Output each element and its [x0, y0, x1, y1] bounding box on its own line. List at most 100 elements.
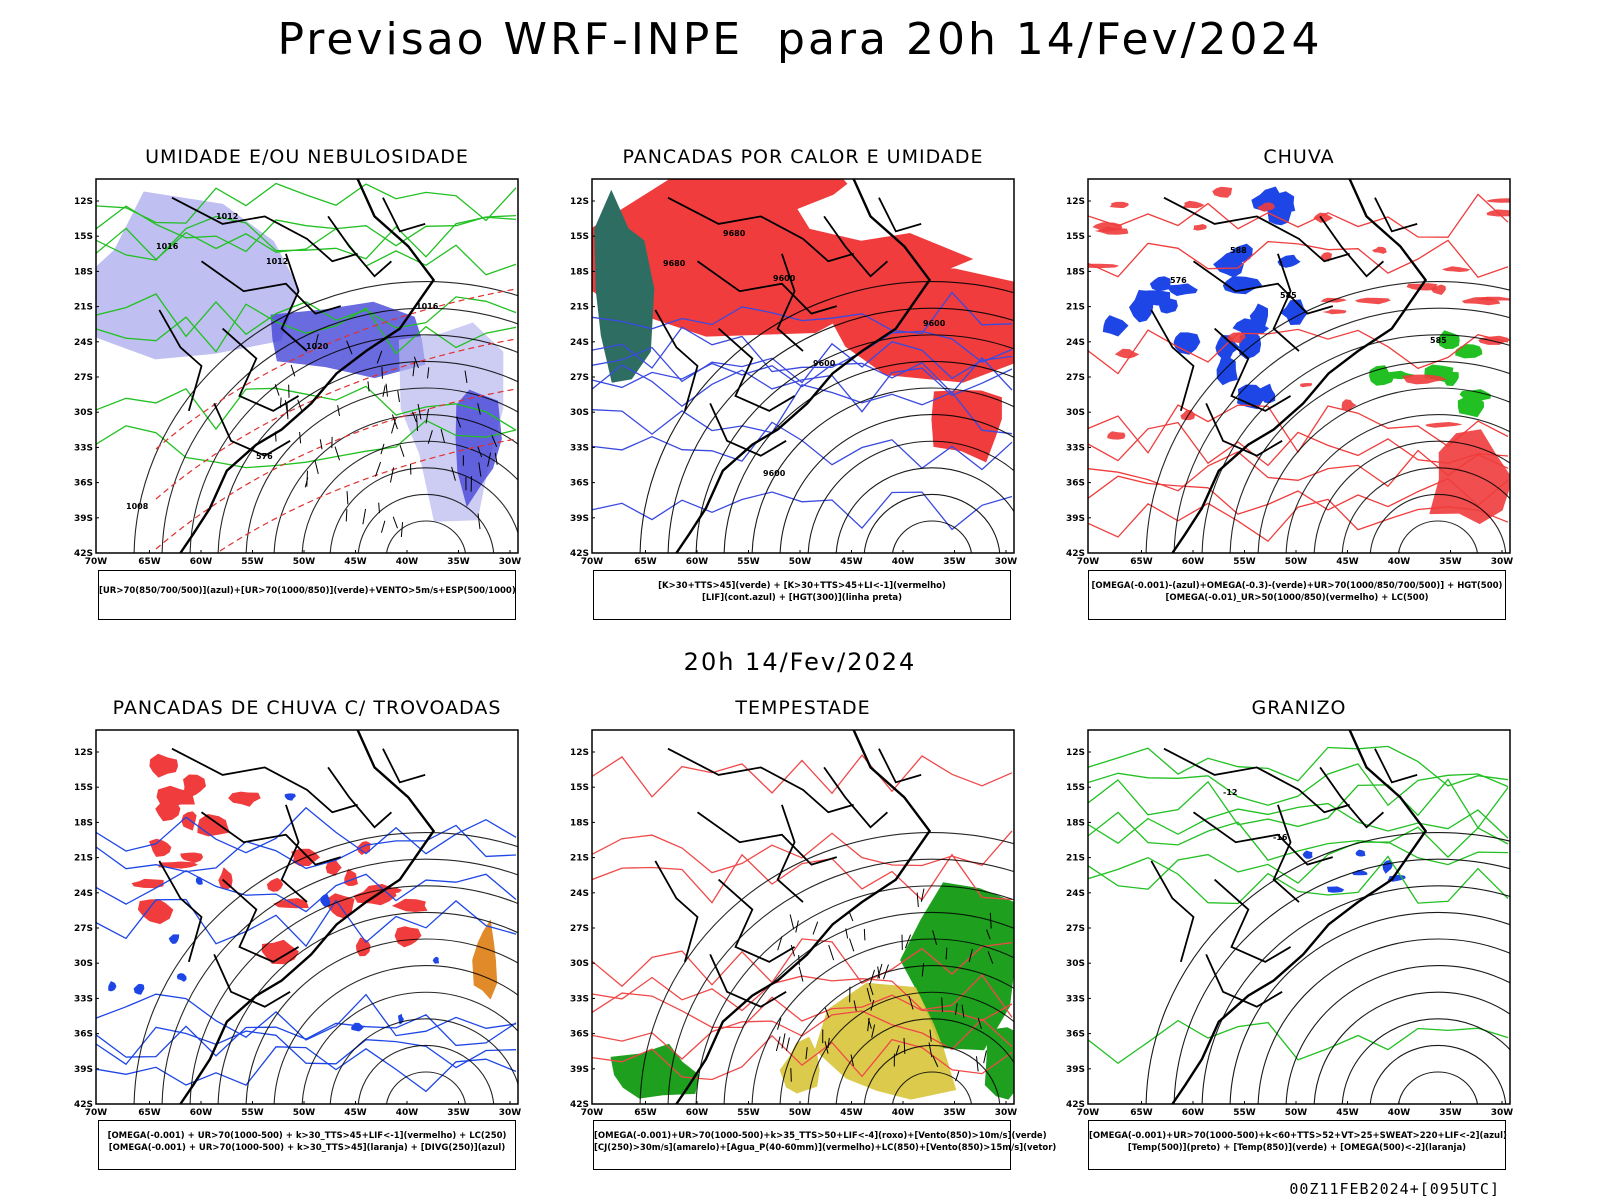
height-contour: [807, 991, 1014, 1104]
contour-line: [592, 754, 1013, 798]
y-axis-tick-label: 12S: [570, 748, 589, 758]
y-axis-tick-label: 24S: [1066, 338, 1085, 348]
height-contour: [161, 858, 518, 1104]
wind-vector: [427, 430, 433, 444]
wind-vector: [274, 384, 280, 396]
contour-line: [96, 824, 517, 873]
y-axis-tick-label: 12S: [570, 197, 589, 207]
legend-line: [OMEGA(-0.01)_UR>50(1000/850)(vermelho) …: [1165, 593, 1429, 603]
x-axis-tick-label: 50W: [1285, 1108, 1308, 1118]
height-contour: [301, 440, 518, 553]
wind-vector: [824, 1007, 830, 1018]
map-legend: [OMEGA(-0.001) + UR>70(1000-500) + k>30_…: [98, 1120, 516, 1170]
y-axis-tick-label: 18S: [570, 267, 589, 277]
y-axis-tick-label: 30S: [74, 408, 93, 418]
state-border: [879, 198, 921, 232]
height-contour: [751, 387, 1014, 553]
state-border: [282, 805, 307, 902]
rain-region: [1341, 399, 1357, 411]
x-axis-tick-label: 60W: [686, 557, 709, 567]
rain-region: [1277, 254, 1301, 268]
y-axis-tick-label: 30S: [1066, 408, 1085, 418]
wind-vector: [319, 439, 323, 450]
contour-label: 9600: [763, 469, 786, 478]
height-contour: [245, 387, 518, 553]
rain-region: [1478, 335, 1510, 345]
state-border: [719, 880, 795, 962]
state-border: [1215, 329, 1291, 411]
x-axis-tick-label: 70W: [85, 1108, 108, 1118]
forecast-map: 9680 9600 9680 9600 9600 9600 70W 65W 60W 55W 50W 4…: [570, 178, 1018, 567]
wind-vector: [346, 491, 349, 505]
legend-line: [OMEGA(-0.001) + UR>70(1000-500) + k>30_…: [107, 1131, 507, 1141]
height-contour: [1313, 991, 1510, 1104]
x-axis-tick-label: 55W: [241, 557, 264, 567]
wind-vector: [376, 350, 383, 364]
state-border: [824, 767, 887, 827]
thunderstorm-region: [155, 797, 181, 822]
x-axis-tick-label: 65W: [138, 1108, 161, 1118]
x-axis-tick-label: 45W: [840, 557, 863, 567]
contour-line: [1088, 802, 1509, 844]
hail-region: [1351, 869, 1368, 876]
wind-vector: [477, 513, 481, 530]
y-axis-tick-label: 21S: [1066, 854, 1085, 864]
contour-label: -12: [1223, 788, 1237, 797]
wind-vector: [413, 356, 419, 369]
wind-vector: [795, 920, 799, 933]
wind-vector: [920, 888, 925, 903]
contour-line: [96, 303, 517, 355]
wind-vector: [882, 964, 889, 980]
height-contour: [357, 1044, 495, 1104]
height-contour: [189, 885, 518, 1104]
wind-vector: [494, 452, 498, 465]
height-contour: [863, 1044, 1001, 1104]
height-contour: [1313, 440, 1510, 553]
height-contour: [1285, 414, 1510, 553]
height-contour: [1145, 832, 1510, 1104]
height-contour: [1397, 520, 1479, 553]
wind-vector: [417, 403, 422, 420]
legend-line: [CJ(250)>30m/s](amarelo)+[Agua_P(40-60mm…: [594, 1143, 1057, 1153]
wind-vector: [869, 969, 875, 984]
y-axis-tick-label: 42S: [1066, 549, 1085, 559]
wind-vector: [367, 381, 370, 392]
state-border: [655, 861, 697, 962]
contour-line: [1088, 841, 1509, 890]
contour-line: [592, 340, 1013, 384]
thunderstorm-region: [149, 838, 172, 857]
state-border: [383, 198, 425, 232]
height-contour: [329, 1018, 518, 1104]
y-axis-tick-label: 21S: [570, 854, 589, 864]
rain-region: [1232, 243, 1253, 263]
wind-vector: [863, 928, 866, 941]
height-contour: [891, 520, 973, 553]
wind-vector: [903, 1037, 906, 1054]
height-contour: [273, 414, 518, 553]
x-axis-tick-label: 60W: [686, 1108, 709, 1118]
wind-vector: [867, 1017, 870, 1032]
wind-vector: [975, 1056, 979, 1072]
hail-region: [1326, 886, 1345, 893]
wind-vector: [491, 435, 498, 447]
wind-vector: [334, 446, 341, 461]
state-border: [1375, 198, 1417, 232]
wind-vector: [961, 1004, 965, 1018]
heavy-rain-region: [1457, 396, 1484, 418]
panel-title: CHUVA: [1263, 146, 1335, 168]
thunderstorm-region: [180, 852, 204, 863]
contour-line: [592, 1034, 1013, 1081]
wind-vector: [989, 912, 992, 929]
x-axis-tick-label: 30W: [995, 557, 1018, 567]
panel-title: PANCADAS POR CALOR E UMIDADE: [622, 146, 984, 168]
rain-region: [1212, 186, 1233, 198]
x-axis-tick-label: 35W: [447, 1108, 470, 1118]
state-border: [383, 749, 425, 783]
state-border: [223, 880, 299, 962]
rain-region: [1114, 348, 1140, 359]
wind-vector: [389, 467, 395, 483]
rain-region: [1486, 198, 1510, 203]
x-axis-tick-label: 65W: [1130, 557, 1153, 567]
wind-vector: [391, 419, 396, 434]
convection-risk-region: [594, 189, 655, 383]
